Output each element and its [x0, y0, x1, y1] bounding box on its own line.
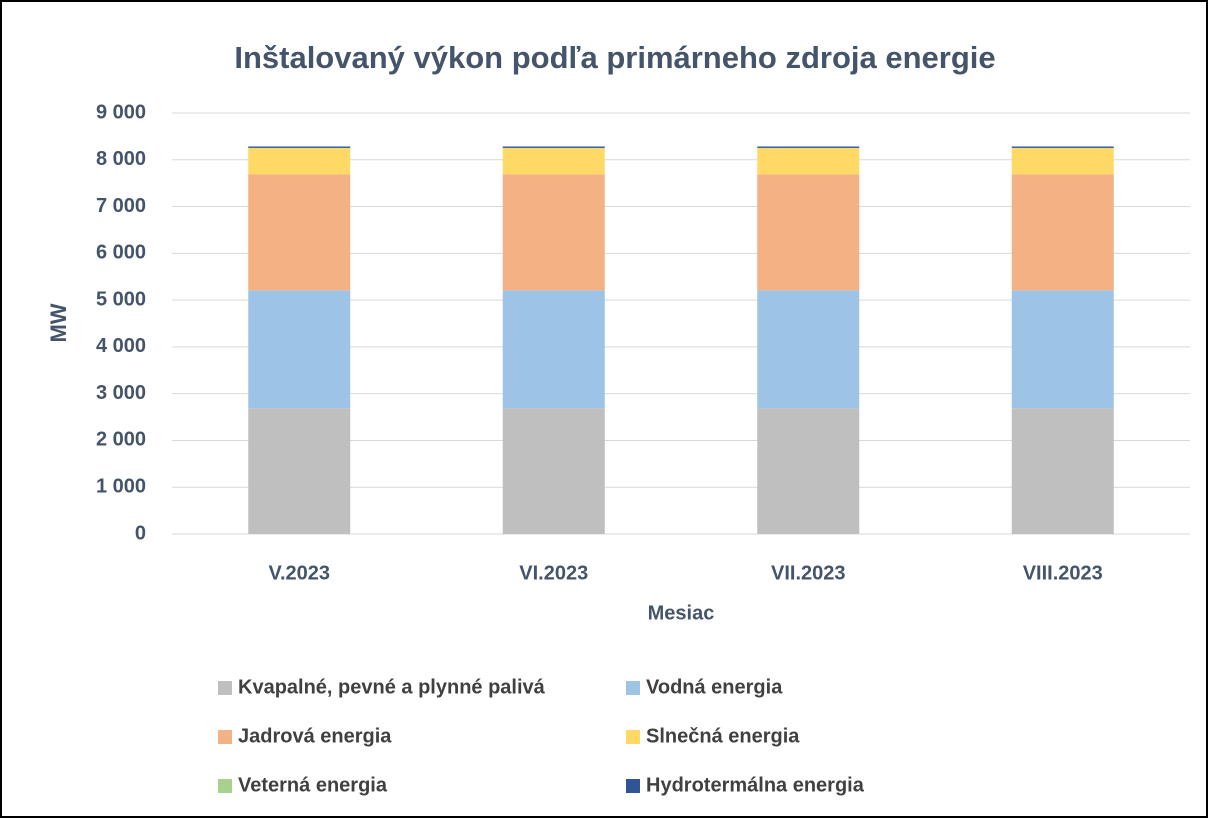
y-tick-label: 9 000 — [96, 101, 146, 123]
bar-segment — [502, 148, 605, 175]
legend-swatch — [626, 681, 640, 695]
bar-segment — [502, 408, 605, 534]
y-axis-label: MW — [46, 303, 71, 342]
y-tick-label: 6 000 — [96, 242, 146, 264]
x-axis-label: Mesiac — [648, 602, 715, 624]
bar-segment — [502, 290, 605, 409]
bar-segment — [1011, 148, 1114, 175]
x-tick-label: VII.2023 — [771, 562, 846, 584]
y-tick-label: 3 000 — [96, 382, 146, 404]
y-tick-label: 5 000 — [96, 288, 146, 310]
bar-segment — [502, 146, 605, 148]
y-tick-label: 8 000 — [96, 148, 146, 170]
legend-label: Jadrová energia — [238, 725, 392, 747]
bar-segment — [502, 174, 605, 291]
y-tick-label: 4 000 — [96, 335, 146, 357]
y-tick-label: 2 000 — [96, 429, 146, 451]
legend-label: Vodná energia — [646, 676, 783, 698]
legend-swatch — [218, 779, 232, 793]
y-tick-label: 7 000 — [96, 195, 146, 217]
bar-segment — [1011, 174, 1114, 291]
bar-segment — [757, 148, 860, 175]
legend-label: Kvapalné, pevné a plynné palivá — [238, 676, 546, 698]
y-tick-label: 1 000 — [96, 476, 146, 498]
y-tick-label: 0 — [135, 522, 146, 544]
legend-swatch — [626, 779, 640, 793]
bar-segment — [1011, 290, 1114, 409]
legend-label: Hydrotermálna energia — [646, 774, 865, 796]
bar-segment — [757, 290, 860, 409]
x-tick-label: VI.2023 — [519, 562, 588, 584]
bar-segment — [757, 174, 860, 291]
x-tick-label: VIII.2023 — [1023, 562, 1103, 584]
bar-segment — [1011, 146, 1114, 148]
bar-segment — [1011, 408, 1114, 534]
bar-segment — [757, 408, 860, 534]
bar-segment — [248, 408, 351, 534]
legend-swatch — [218, 730, 232, 744]
legend-label: Veterná energia — [238, 774, 388, 796]
legend-swatch — [218, 681, 232, 695]
bar-segment — [248, 148, 351, 175]
x-tick-label: V.2023 — [268, 562, 330, 584]
bar-segment — [248, 146, 351, 148]
legend-swatch — [626, 730, 640, 744]
legend-label: Slnečná energia — [646, 725, 800, 747]
bar-segment — [757, 146, 860, 148]
bar-segment — [248, 290, 351, 409]
chart-title: Inštalovaný výkon podľa primárneho zdroj… — [234, 40, 995, 75]
bar-segment — [248, 174, 351, 291]
